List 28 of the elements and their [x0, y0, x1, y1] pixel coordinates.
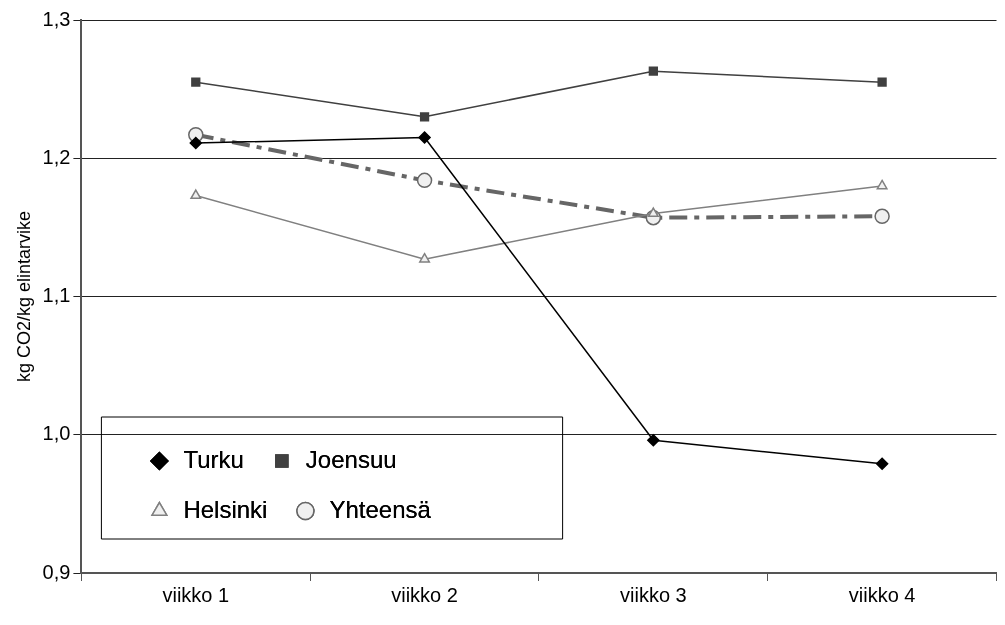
point — [876, 179, 888, 190]
y-tick-label: 1,3 — [42, 7, 71, 30]
y-tick-label: 1,2 — [42, 145, 71, 168]
x-tick-label: viikko 1 — [162, 583, 230, 606]
legend-label: Helsinki — [183, 495, 268, 523]
x-tick-label: viikko 2 — [391, 583, 458, 606]
point — [647, 434, 660, 447]
x-tick-label: viikko 3 — [619, 583, 687, 606]
legend-label: Turku — [183, 445, 244, 473]
point — [191, 77, 201, 87]
point — [416, 172, 433, 189]
y-tick-label: 1,0 — [42, 422, 71, 445]
legend-label: Joensuu — [305, 445, 397, 473]
point — [877, 77, 887, 87]
x-tick-label: viikko 4 — [848, 583, 916, 606]
y-tick-label: 0,9 — [42, 560, 71, 583]
point — [418, 131, 431, 144]
point — [874, 208, 890, 225]
point — [648, 66, 658, 76]
legend-label: Yhteensä — [329, 495, 432, 523]
y-axis-title: kg CO2/kg elintarvike — [13, 210, 34, 383]
point — [189, 136, 203, 150]
point — [875, 457, 889, 471]
point — [419, 252, 431, 263]
point — [419, 112, 430, 122]
y-tick-label: 1,1 — [42, 284, 71, 307]
point — [190, 189, 202, 200]
point — [647, 207, 659, 218]
